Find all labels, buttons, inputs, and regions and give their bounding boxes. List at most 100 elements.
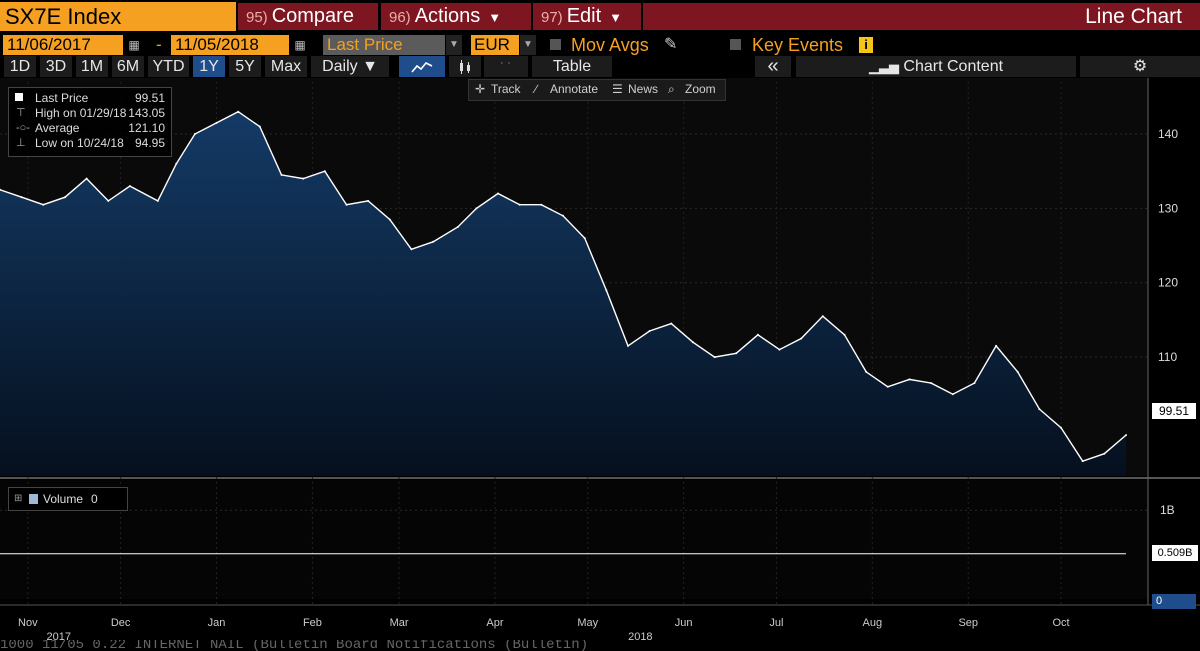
average-marker-icon: -○- <box>16 122 30 134</box>
price-point <box>627 344 629 347</box>
actions-button[interactable]: 96) Actions ▼ <box>381 3 531 30</box>
price-point <box>930 382 933 385</box>
legend-value: 99.51 <box>134 91 165 105</box>
candlestick-icon[interactable] <box>449 56 481 77</box>
volume-panel <box>0 480 1148 599</box>
range-button-max[interactable]: Max <box>265 56 307 77</box>
x-tick-label: Dec <box>111 617 131 629</box>
zoom-button[interactable]: Zoom <box>685 82 716 96</box>
price-area <box>0 111 1126 476</box>
price-point <box>518 203 521 206</box>
range-button-ytd[interactable]: YTD <box>148 56 189 77</box>
x-tick-label: May <box>577 617 598 629</box>
price-point <box>107 199 110 202</box>
chevron-down-icon[interactable]: ▼ <box>446 35 462 55</box>
chart-canvas[interactable]: Nov Dec Jan Feb Mar Apr May Jun Jul Aug Sep Oct 2017… <box>0 78 1200 640</box>
price-point <box>323 170 326 173</box>
track-button[interactable]: Track <box>491 82 521 96</box>
ticker-field[interactable]: SX7E Index <box>0 2 236 31</box>
volume-axis-1b: 1B <box>1160 503 1175 517</box>
pencil-icon: ∕ <box>535 82 538 96</box>
mov-avgs-label[interactable]: Mov Avgs <box>571 35 649 55</box>
legend-low: ⊥ Low on 10/24/18 94.95 <box>9 136 171 150</box>
range-button-1d[interactable]: 1D <box>4 56 36 77</box>
price-point <box>865 370 868 373</box>
year-label: 2017 <box>47 631 71 640</box>
x-tick-label: Oct <box>1052 617 1069 629</box>
price-point <box>128 185 131 188</box>
y-tick-label: 140 <box>1158 127 1178 141</box>
price-point <box>0 188 1 191</box>
mov-avgs-checkbox[interactable] <box>550 39 561 50</box>
price-point <box>156 199 159 202</box>
table-button[interactable]: Table <box>532 56 612 77</box>
price-point <box>193 133 196 135</box>
legend-value: 121.10 <box>128 121 165 135</box>
range-button-3d[interactable]: 3D <box>40 56 72 77</box>
date-separator: - <box>156 35 162 54</box>
x-tick-label: Aug <box>863 617 883 629</box>
price-point <box>1125 434 1127 437</box>
price-point <box>995 344 998 347</box>
key-events-checkbox[interactable] <box>730 39 741 50</box>
price-point <box>540 203 543 206</box>
collapse-icon[interactable]: « <box>755 56 791 77</box>
calendar-icon[interactable]: ▦ <box>294 38 306 52</box>
range-button-6m[interactable]: 6M <box>112 56 144 77</box>
x-tick-label: Feb <box>303 617 322 629</box>
chart-content-button[interactable]: ▁▃▅ Chart Content <box>796 56 1076 77</box>
start-date-field[interactable]: 11/06/2017 <box>3 35 123 55</box>
price-point <box>64 196 66 199</box>
crosshair-icon: ✛ <box>475 82 486 96</box>
range-button-5y[interactable]: 5Y <box>229 56 261 77</box>
compare-button[interactable]: 95) Compare <box>238 3 378 30</box>
frequency-select[interactable]: Daily ▼ <box>311 56 389 77</box>
annotate-button[interactable]: Annotate <box>550 82 599 96</box>
gear-icon[interactable]: ⚙ <box>1080 56 1200 77</box>
compare-label: Compare <box>271 5 354 27</box>
price-point <box>800 337 803 340</box>
price-point <box>1103 452 1106 455</box>
field-select[interactable]: Last Price <box>323 35 445 55</box>
price-point <box>886 385 889 388</box>
range-button-1y[interactable]: 1Y <box>193 56 225 77</box>
price-point <box>648 330 651 332</box>
pencil-icon[interactable]: ✎ <box>664 36 678 53</box>
actions-label: Actions <box>414 5 481 27</box>
price-point <box>821 315 824 318</box>
info-icon[interactable]: i <box>859 37 873 53</box>
legend-label: Average <box>35 121 80 135</box>
line-chart-icon[interactable] <box>399 56 445 77</box>
edit-button[interactable]: 97) Edit ▼ <box>533 3 641 30</box>
news-button[interactable]: News <box>628 82 659 96</box>
x-tick-label: Sep <box>958 617 978 629</box>
y-tick-label: 120 <box>1158 276 1178 290</box>
x-tick-label: Mar <box>390 617 409 629</box>
chart-style-icon[interactable]: ˙ ˙ <box>484 56 528 77</box>
legend-value: 143.05 <box>128 106 165 120</box>
volume-swatch <box>29 494 38 504</box>
price-point <box>497 192 499 195</box>
range-button-1m[interactable]: 1M <box>76 56 108 77</box>
chevron-down-icon[interactable]: ▼ <box>520 35 536 55</box>
legend-label: High on 01/29/18 <box>35 106 127 120</box>
legend-swatch <box>15 93 23 101</box>
legend-label: Last Price <box>35 91 89 105</box>
chart-content-icon: ▁▃▅ <box>868 59 899 74</box>
price-point <box>583 237 586 240</box>
volume-ma-tag: 0.509B <box>1152 545 1198 561</box>
end-date-field[interactable]: 11/05/2018 <box>171 35 289 55</box>
chevron-down-icon: ▼ <box>488 10 502 25</box>
high-marker-icon: ⊤ <box>16 107 26 119</box>
price-point <box>562 214 564 217</box>
low-marker-icon: ⊥ <box>16 137 26 149</box>
x-tick-label: Jun <box>675 617 693 629</box>
currency-select[interactable]: EUR <box>471 35 519 55</box>
calendar-icon[interactable]: ▦ <box>128 38 140 52</box>
price-point <box>1016 370 1019 373</box>
key-events-label[interactable]: Key Events <box>752 35 844 55</box>
price-point <box>475 207 478 210</box>
expand-icon[interactable]: ⊞ <box>14 493 23 504</box>
price-point <box>735 352 738 355</box>
price-point <box>302 177 305 180</box>
